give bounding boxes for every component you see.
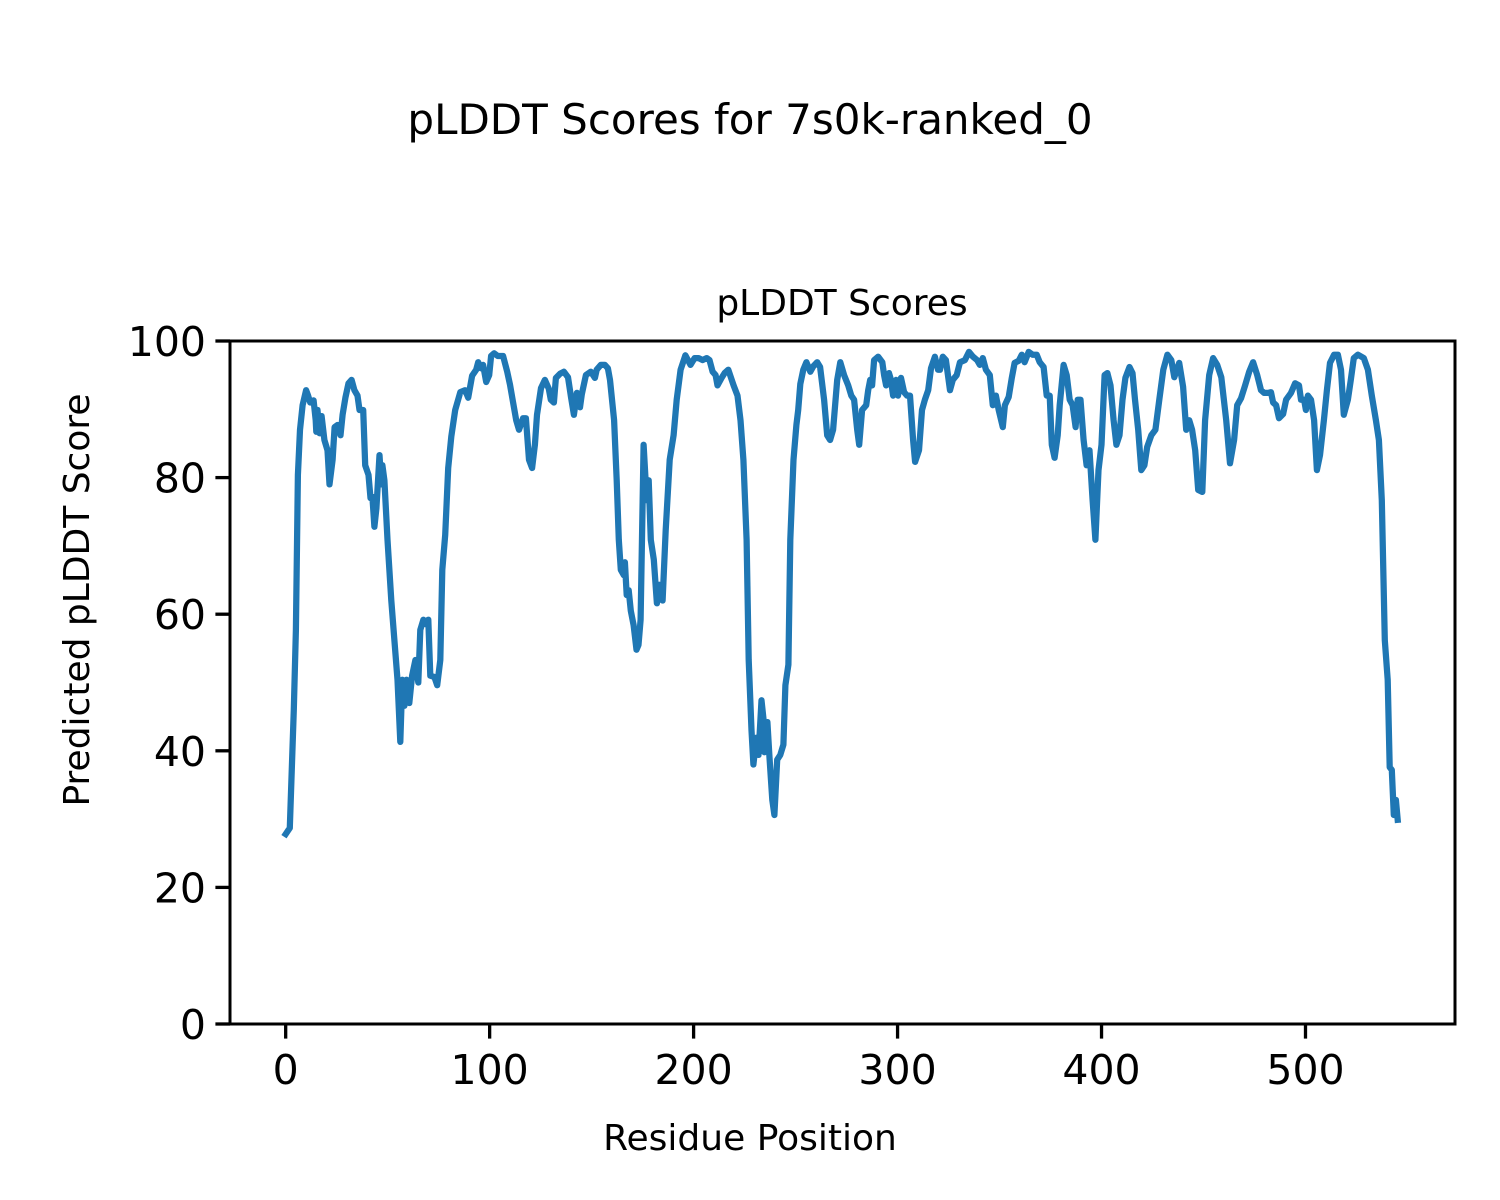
y-tick-label: 0 [180,1001,206,1049]
y-tick-label: 80 [154,455,206,503]
plot-frame [228,339,1457,1026]
y-tick-label: 100 [128,318,206,366]
x-tick-label: 400 [1062,1046,1140,1094]
x-tick-label: 100 [451,1046,529,1094]
y-tick-label: 60 [154,591,206,639]
figure-title: pLDDT Scores for 7s0k-ranked_0 [407,95,1092,144]
x-tick-label: 300 [858,1046,936,1094]
x-tick-label: 200 [654,1046,732,1094]
x-axis-label: Residue Position [603,1118,897,1159]
y-axis-label: Predicted pLDDT Score [57,393,98,806]
x-tick-label: 0 [273,1046,299,1094]
x-tick-label: 500 [1266,1046,1344,1094]
y-tick-label: 20 [154,864,206,912]
series-layer [281,348,1402,839]
x-axis: 0 100 200 300 400 500 [273,1024,1345,1094]
y-axis: 0 20 40 60 80 100 [128,318,230,1049]
axes-title: pLDDT Scores [716,283,967,324]
series-line-plddt [281,348,1402,839]
y-tick-label: 40 [154,728,206,776]
